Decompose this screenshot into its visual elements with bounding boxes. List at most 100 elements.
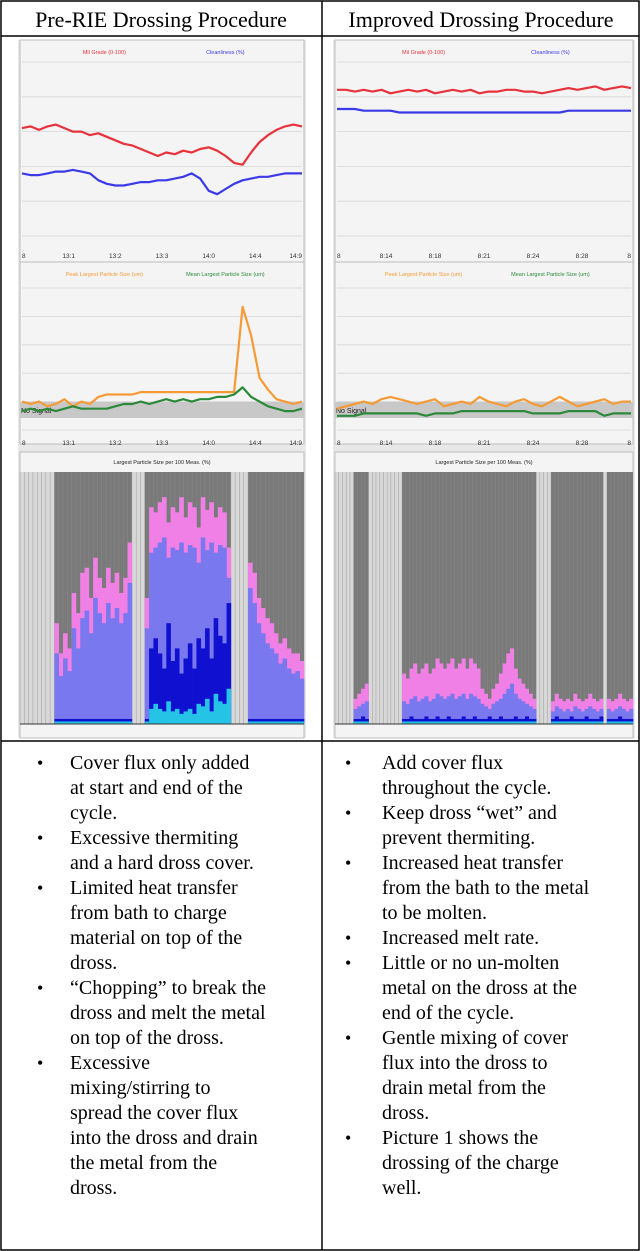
bar-segment <box>618 716 623 724</box>
bar-segment <box>439 721 444 724</box>
bar-segment <box>565 708 570 724</box>
bar-segment <box>461 693 466 724</box>
bar-segment <box>106 721 111 724</box>
bar-segment <box>273 721 279 724</box>
bar-segment <box>282 658 288 724</box>
bullet-marker: • <box>37 1053 43 1073</box>
bar-segment <box>484 706 489 724</box>
bullet-marker: • <box>345 803 351 823</box>
bar-segment <box>200 648 206 724</box>
improved-chart-panel: Mil Grade (0-100) Cleanliness (%) 8 8:14 8:1… <box>333 39 635 739</box>
bar-segment <box>286 721 292 724</box>
bar-segment <box>265 721 270 724</box>
bar-segment <box>524 716 529 724</box>
bar-segment <box>179 713 184 724</box>
bar-segment <box>584 716 589 724</box>
bullet-marker: • <box>345 853 351 873</box>
bar-segment <box>528 706 533 724</box>
bar-segment <box>361 703 366 724</box>
bar-segment <box>97 721 103 724</box>
bar-segment <box>454 721 459 724</box>
bar-segment <box>200 706 206 724</box>
bar-segment <box>192 668 197 724</box>
bar-segment <box>428 673 433 724</box>
bar-segment <box>595 711 600 724</box>
bar-segment <box>431 721 436 724</box>
bar-segment <box>114 721 120 724</box>
bar-segment <box>256 721 262 724</box>
no-data-gap <box>335 472 354 724</box>
bar-segment <box>424 663 429 724</box>
bar-segment <box>196 703 202 724</box>
bar-segment <box>431 698 436 724</box>
bar-segment <box>364 701 369 724</box>
x-tick-label: 8:24 <box>527 253 540 260</box>
bullet-marker: • <box>345 1128 351 1148</box>
bullet-item: Picture 1 shows the drossing of the charg… <box>382 1127 559 1199</box>
bar-chart-title: Largest Particle Size per 100 Meas. (%) <box>113 460 210 466</box>
bar-segment <box>118 721 124 724</box>
bar-segment <box>226 603 232 724</box>
bar-segment <box>476 721 481 724</box>
x-tick-label: 8 <box>627 253 631 260</box>
bar-segment <box>213 693 219 724</box>
bar-segment <box>480 703 485 724</box>
bar-segment <box>621 721 626 724</box>
bar-segment <box>413 721 418 724</box>
bar-segment <box>196 638 202 724</box>
bar-segment <box>606 708 611 724</box>
bar-segment <box>166 623 171 724</box>
legend-entry: Mean Largest Particle Size (um) <box>511 272 590 278</box>
bar-segment <box>299 678 305 724</box>
line-chart-frame <box>19 39 305 263</box>
bar-segment <box>446 696 451 724</box>
bar-segment <box>260 721 266 724</box>
bar-segment <box>443 721 448 724</box>
bar-segment <box>278 663 283 724</box>
bar-segment <box>469 658 474 724</box>
x-tick-label: 8:18 <box>429 253 442 260</box>
x-tick-label: 8:24 <box>527 440 540 447</box>
x-tick-label: 8:14 <box>380 440 393 447</box>
bar-segment <box>465 698 470 724</box>
bar-segment <box>353 721 358 724</box>
bar-segment <box>170 711 176 724</box>
bullet-marker: • <box>345 928 351 948</box>
bar-segment <box>93 721 98 724</box>
bar-segment <box>502 693 507 724</box>
bar-segment <box>625 711 630 724</box>
no-signal-label: No Signal <box>336 408 367 415</box>
bullet-item: Excessive mixing/stirring to spread the co… <box>70 1052 258 1199</box>
bar-segment <box>614 708 619 724</box>
legend-entry: Peak Largest Particle Size (um) <box>385 272 463 278</box>
bar-segment <box>506 688 511 724</box>
bar-segment <box>599 716 604 724</box>
series-line <box>21 168 302 196</box>
bar-segment <box>88 721 94 724</box>
bar-segment <box>187 643 193 724</box>
bullet-item: Increased melt rate. <box>382 927 539 949</box>
bar-segment <box>409 721 414 724</box>
bar-segment <box>75 721 81 724</box>
bullet-marker: • <box>345 1028 351 1048</box>
bar-segment <box>88 633 94 724</box>
bar-segment <box>461 658 466 724</box>
bar-segment <box>551 721 556 724</box>
bar-segment <box>469 721 474 724</box>
x-tick-label: 14:0 <box>202 440 215 447</box>
x-tick-label: 8 <box>22 253 26 260</box>
bar-segment <box>118 623 124 724</box>
bar-segment <box>80 721 85 724</box>
bullet-item: Excessive thermiting and a hard dross cov… <box>70 827 254 874</box>
bar-segment <box>517 721 522 724</box>
no-data-gap <box>603 472 607 724</box>
bar-segment <box>101 623 107 724</box>
bar-segment <box>476 668 481 724</box>
bar-segment <box>192 547 197 724</box>
bar-segment <box>457 696 462 724</box>
bar-segment <box>93 598 98 724</box>
bar-segment <box>465 668 470 724</box>
bar-segment <box>588 721 593 724</box>
bar-chart-title: Largest Particle Size per 100 Meas. (%) <box>435 460 532 466</box>
bar-segment <box>54 721 60 724</box>
